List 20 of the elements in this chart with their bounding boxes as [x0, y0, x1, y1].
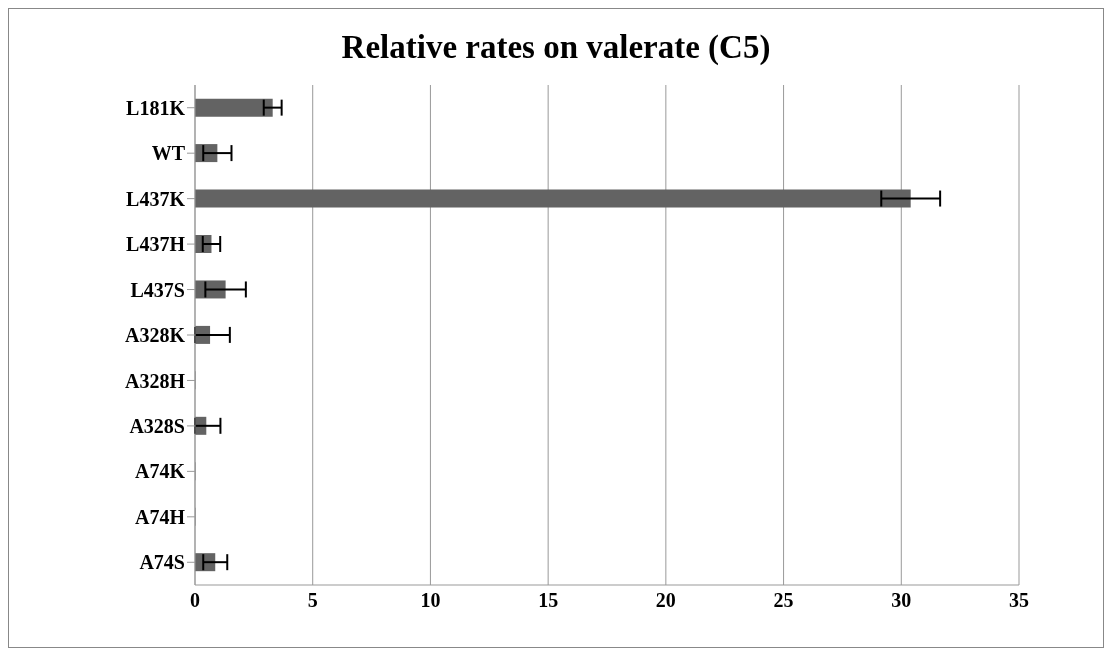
y-tick-label: L437S: [130, 278, 185, 301]
y-tick-label: A74S: [139, 551, 185, 574]
y-tick-label: A74H: [135, 505, 186, 528]
x-tick-label: 25: [773, 589, 794, 612]
chart-title: Relative rates on valerate (C5): [340, 29, 772, 67]
y-tick-label: A74K: [135, 460, 186, 483]
x-tick-label: 15: [538, 589, 559, 612]
x-tick-label: 35: [1009, 589, 1029, 612]
y-tick-label: A328K: [125, 324, 186, 347]
x-tick-label: 5: [307, 589, 318, 612]
x-tick-label: 30: [891, 589, 912, 612]
x-tick-label: 10: [420, 589, 441, 612]
y-tick-label: L437K: [126, 187, 186, 210]
y-tick-label: A328H: [125, 369, 186, 392]
x-tick-label: 20: [655, 589, 676, 612]
y-tick-label: WT: [151, 142, 186, 165]
y-tick-label: L181K: [126, 96, 186, 119]
y-tick-label: A328S: [129, 415, 185, 438]
y-tick-label: L437H: [126, 233, 186, 256]
x-tick-label: 0: [190, 589, 200, 612]
